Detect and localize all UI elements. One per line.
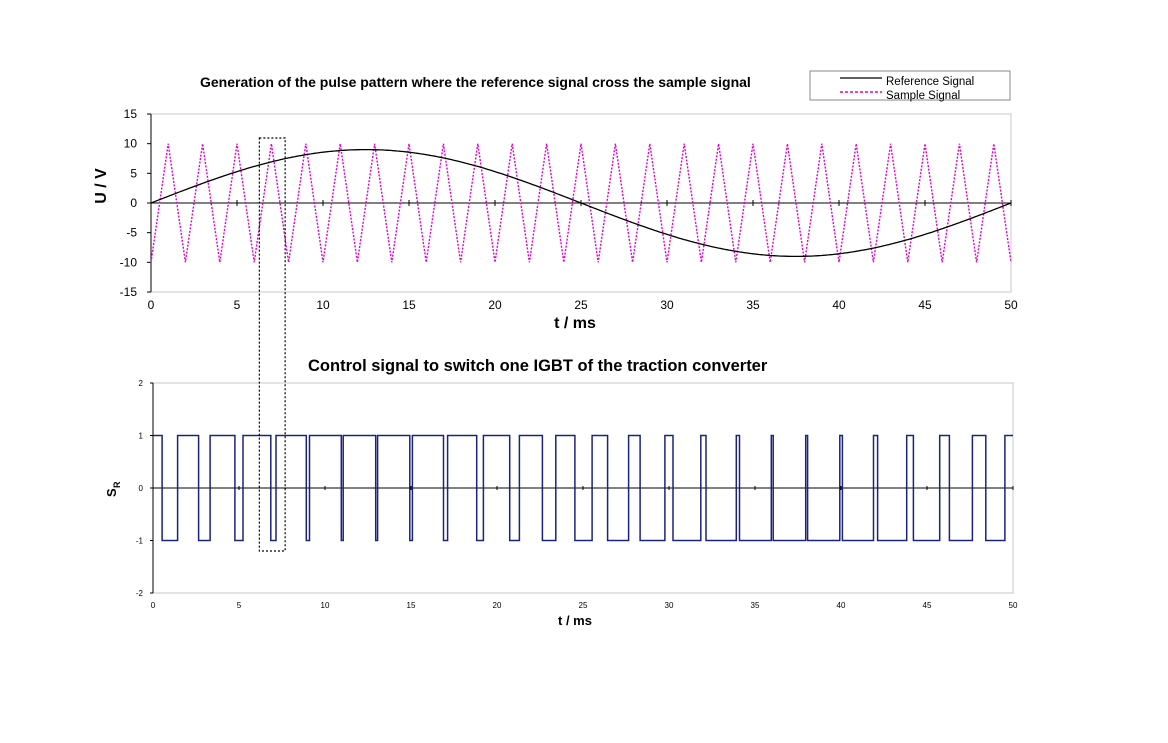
bottom-chart: Control signal to switch one IGBT of the… [104,357,1018,628]
bottom-axes [150,382,1014,594]
bottom-x-tick-label: 30 [665,601,674,610]
top-x-tick-label: 35 [746,298,760,312]
bottom-x-tick-label: 10 [321,601,330,610]
reference-signal-line [150,148,1012,258]
top-series [150,143,1012,263]
top-ylabel: U / V [93,168,110,204]
top-x-tick-label: 45 [918,298,932,312]
bottom-x-tick-label: 15 [407,601,416,610]
top-x-tick-label: 40 [832,298,846,312]
control-signal-line [153,434,1013,542]
bottom-x-tick-label: 40 [837,601,846,610]
top-x-tick-label: 50 [1004,298,1018,312]
top-legend: Reference Signal Sample Signal [809,70,1011,102]
bottom-x-tick-label: 45 [923,601,932,610]
top-x-tick-label: 20 [488,298,502,312]
bottom-x-tick-label: 5 [237,601,242,610]
legend-sample-label: Sample Signal [886,90,960,102]
top-x-tick-label: 30 [660,298,674,312]
bottom-y-tick-label: 2 [139,379,144,388]
legend-box [809,70,1011,101]
legend-reference-label: Reference Signal [886,76,974,88]
bottom-xlabel: t / ms [558,613,592,628]
top-y-tick-label: -5 [126,226,137,240]
bottom-ylabel: S R [104,481,122,497]
top-y-tick-label: 15 [124,107,138,121]
top-chart-title: Generation of the pulse pattern where th… [200,74,751,90]
top-y-tick-label: -15 [120,285,138,299]
bottom-y-tick-label: -2 [136,589,144,598]
top-xlabel: t / ms [554,315,596,332]
bottom-y-tick-label: 0 [139,484,144,493]
bottom-y-tick-label: 1 [139,432,144,441]
bottom-series [153,434,1013,542]
highlight-box [258,137,286,552]
sample-signal-line [150,143,1012,263]
bottom-ylabel-main: S [104,488,119,497]
top-x-tick-label: 15 [402,298,416,312]
top-y-tick-label: 0 [130,196,137,210]
top-y-tick-label: 5 [130,166,137,180]
bottom-x-tick-label: 25 [579,601,588,610]
top-x-tick-label: 10 [316,298,330,312]
bottom-x-tick-label: 50 [1009,601,1018,610]
top-x-tick-label: 25 [574,298,588,312]
top-x-tick-label: 5 [234,298,241,312]
bottom-chart-title: Control signal to switch one IGBT of the… [308,357,768,375]
top-y-tick-label: 10 [124,137,138,151]
top-y-tick-label: -10 [120,255,138,269]
top-x-tick-label: 0 [148,298,155,312]
bottom-x-tick-label: 0 [151,601,156,610]
bottom-x-tick-label: 20 [493,601,502,610]
bottom-ylabel-subscript: R [112,481,122,488]
top-chart: Generation of the pulse pattern where th… [93,70,1018,332]
top-tick-labels: -15 -10 -5 0 5 10 15 0 5 10 15 20 25 30 35 40 45 50 [120,107,1018,312]
bottom-x-tick-label: 35 [751,601,760,610]
bottom-y-tick-label: -1 [136,537,144,546]
